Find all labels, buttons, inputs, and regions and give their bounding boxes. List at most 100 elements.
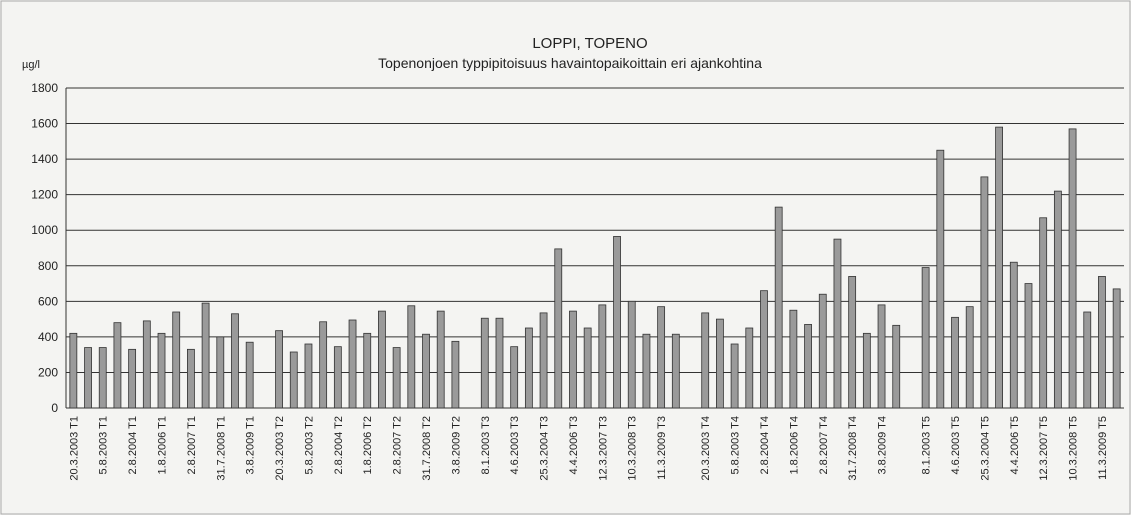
x-tick-label: 31.7.2008 T2 [421,416,433,481]
bar [436,310,445,409]
bar [774,206,783,409]
x-tick-label: 2.8.2004 T1 [127,416,139,475]
x-tick-label: 2.8.2004 T2 [333,416,345,475]
x-tick-label: 1.8.2006 T4 [788,416,800,475]
x-tick-label: 2.8.2007 T2 [392,416,404,475]
bar [892,324,901,409]
x-tick-label: 4.4.2006 T3 [568,416,580,475]
bar [422,333,430,409]
bar [348,319,357,409]
bar [804,324,812,409]
bar [495,317,504,409]
y-tick-label: 1000 [31,223,58,237]
bar [275,330,283,409]
bar [392,347,401,409]
x-tick-label: 2.8.2007 T4 [818,416,830,475]
bar [245,341,254,409]
bar [789,309,798,409]
x-tick-label: 4.4.2006 T5 [1009,416,1021,475]
bar [319,321,328,409]
x-tick-label: 3.8.2009 T4 [877,416,889,475]
x-tick-label: 25.3.2004 T3 [539,416,551,481]
x-tick-label: 20.3.2003 T4 [700,416,712,481]
x-tick-label: 4.6.2003 T3 [509,416,521,475]
x-tick-label: 4.6.2003 T5 [950,416,962,475]
x-tick-label: 3.8.2009 T2 [450,416,462,475]
bar [745,327,754,409]
bar [598,304,607,409]
bar [1068,128,1077,409]
y-tick-label: 200 [38,365,58,379]
x-tick-label: 1.8.2006 T1 [157,416,169,475]
bar [1112,288,1121,409]
x-tick-label: 1.8.2006 T2 [362,416,374,475]
bar [980,176,989,409]
y-tick-label: 800 [38,259,58,273]
y-tick-label: 1200 [31,188,58,202]
bar [760,290,768,409]
x-tick-label: 31.7.2008 T4 [847,416,859,481]
bar [98,347,107,409]
bar [201,302,210,409]
x-tick-label: 20.3.2003 T1 [68,416,80,481]
x-tick-label: 10.3.2008 T3 [627,416,639,481]
y-tick-label: 1800 [31,81,58,95]
bar [1098,276,1106,409]
x-tick-label: 10.3.2008 T5 [1068,416,1080,481]
bar [1009,261,1018,409]
bar [142,320,151,409]
bar [128,348,137,409]
bar [671,333,680,409]
x-tick-label: 8.1.2003 T5 [921,416,933,475]
chart-subtitle: Topenonjoen typpipitoisuus havaintopaiko… [378,55,762,71]
bar [569,310,577,409]
bar [613,236,621,409]
x-tick-label: 11.3.2009 T3 [656,416,668,480]
chart-title: LOPPI, TOPENO [532,35,647,52]
y-tick-label: 1600 [31,117,58,131]
y-tick-label: 1400 [31,152,58,166]
bar [333,346,342,409]
bar [833,238,842,409]
bar [539,312,548,409]
x-tick-label: 11.3.2009 T5 [1097,416,1109,480]
bar [627,300,636,409]
x-tick-label: 3.8.2009 T1 [245,416,257,475]
bar [951,316,959,409]
x-tick-label: 25.3.2004 T5 [979,416,991,481]
bar [657,306,666,409]
bar [1083,311,1092,409]
bar [187,348,195,409]
bar [818,293,827,409]
bar [524,327,533,409]
bar [289,351,298,409]
bar [936,149,945,409]
bar [363,332,372,409]
bar [1039,217,1048,409]
x-tick-label: 5.8.2003 T4 [730,416,742,475]
x-tick-label: 5.8.2003 T2 [303,416,315,475]
bar [862,332,871,409]
bar [554,248,563,409]
bar [231,313,239,409]
bar [451,340,460,409]
y-tick-label: 0 [51,401,58,415]
bar [172,311,181,409]
x-tick-label: 20.3.2003 T2 [274,416,286,481]
bar [642,333,651,409]
bar [730,343,739,409]
bar [965,306,974,409]
y-tick-label: 400 [38,330,58,344]
y-axis-label: µg/l [22,59,40,71]
bar [995,126,1003,409]
bar [510,346,519,409]
bar [480,317,489,409]
bar [216,336,225,409]
x-tick-label: 12.3.2007 T3 [597,416,609,481]
bar [157,332,166,409]
bar [877,304,886,409]
bar [113,322,122,409]
x-tick-label: 12.3.2007 T5 [1038,416,1050,481]
bar [701,312,710,409]
x-tick-label: 8.1.2003 T3 [480,416,492,475]
